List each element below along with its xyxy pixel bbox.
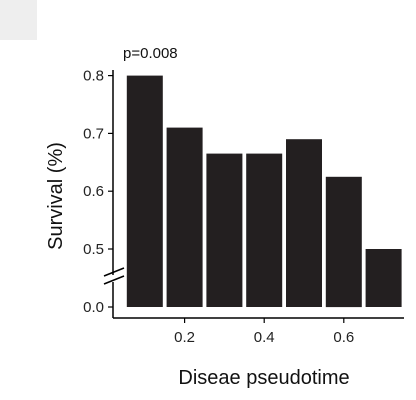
- y-tick-label: 0.6: [83, 183, 104, 200]
- y-tick-label: 0.7: [83, 125, 104, 142]
- bar-5: [286, 139, 322, 307]
- p-value-annotation: p=0.008: [123, 45, 178, 62]
- bar-4: [246, 153, 283, 307]
- axis-break-mark: [103, 267, 125, 285]
- x-ticks-layer: 0.2 0.4 0.6: [174, 318, 354, 346]
- x-tick-label: 0.6: [333, 329, 354, 346]
- bars-layer: [126, 75, 402, 308]
- corner-panel: [0, 0, 37, 40]
- x-tick-label: 0.4: [254, 329, 275, 346]
- y-tick-label: 0.5: [83, 241, 104, 258]
- y-axis-title: Survival (%): [45, 142, 67, 250]
- y-tick-label: 0.0: [83, 299, 104, 316]
- bar-7: [365, 249, 402, 307]
- x-tick-label: 0.2: [174, 329, 195, 346]
- bar-3: [206, 153, 243, 307]
- bar-2: [166, 127, 203, 307]
- y-tick-label: 0.8: [83, 68, 104, 85]
- y-ticks-layer: 0.0 0.5 0.6 0.7 0.8: [83, 68, 113, 316]
- bar-6: [325, 176, 362, 308]
- bar-1: [126, 75, 163, 307]
- x-axis-title: Diseae pseudotime: [178, 367, 349, 389]
